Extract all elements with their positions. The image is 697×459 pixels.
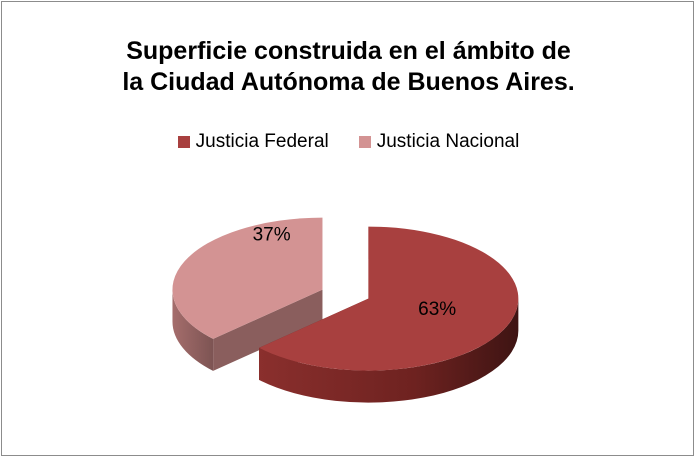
data-label: 37% [253,224,291,245]
slice-side [172,289,214,371]
data-label: 63% [418,299,456,320]
legend-item: Justicia Federal [177,131,329,153]
title-line: Superficie construida en el ámbito de [126,37,571,65]
legend-swatch [177,136,190,148]
pie-slice [259,226,519,371]
slice-side [259,298,519,403]
legend-label: Justicia Federal [195,131,329,152]
legend-label: Justicia Nacional [376,131,520,152]
slice-cut-face [213,289,323,371]
legend-swatch [358,136,371,148]
legend: Justicia Federal Justicia Nacional [0,131,697,153]
chart-title: Superficie construida en el ámbito de la… [0,36,697,98]
legend-item: Justicia Nacional [358,131,520,153]
title-line: la Ciudad Autónoma de Buenos Aires. [122,68,575,96]
pie-slice [172,217,323,339]
